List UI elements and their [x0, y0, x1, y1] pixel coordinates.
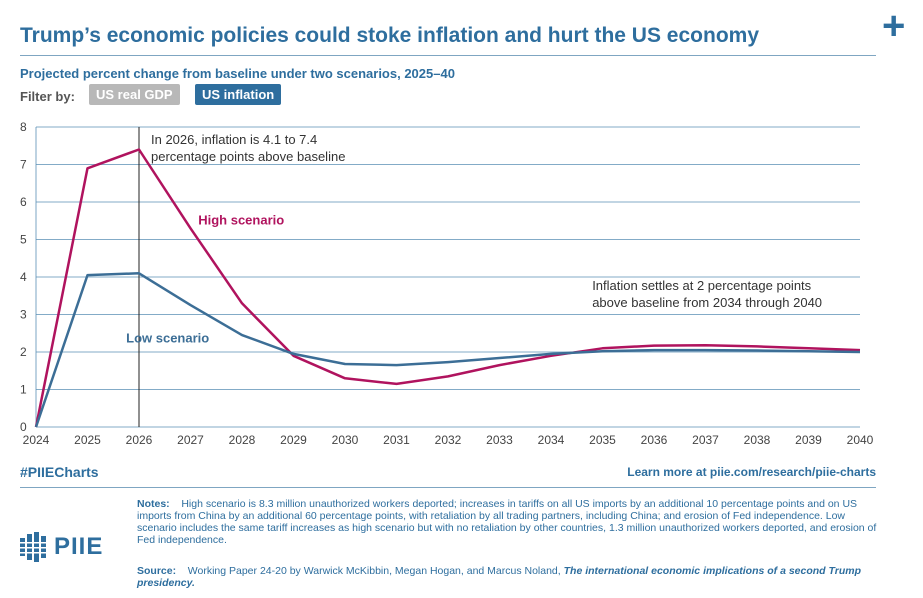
y-tick-label: 2	[20, 345, 27, 359]
x-tick-label: 2039	[795, 433, 822, 447]
y-tick-label: 0	[20, 420, 27, 434]
y-tick-label: 4	[20, 270, 27, 284]
x-tick-label: 2037	[692, 433, 719, 447]
footer-divider	[20, 487, 876, 488]
series-label-high: High scenario	[198, 213, 284, 228]
chart-notes: Notes: High scenario is 8.3 million unau…	[137, 498, 877, 546]
y-tick-label: 3	[20, 308, 27, 322]
x-tick-label: 2031	[383, 433, 410, 447]
piie-logo-icon	[20, 532, 46, 562]
x-tick-label: 2033	[486, 433, 513, 447]
series-label-low: Low scenario	[126, 331, 209, 346]
learn-more-link[interactable]: Learn more at piie.com/research/piie-cha…	[627, 465, 876, 479]
source-text: Working Paper 24-20 by Warwick McKibbin,…	[187, 565, 561, 577]
source-title: The international economic implications …	[137, 565, 861, 589]
x-tick-label: 2034	[538, 433, 565, 447]
chart-source: Source: Working Paper 24-20 by Warwick M…	[137, 565, 877, 589]
source-label: Source:	[137, 565, 177, 577]
piie-logo-text: PIIE	[54, 533, 104, 560]
x-tick-label: 2024	[23, 433, 50, 447]
notes-text: High scenario is 8.3 million unauthorize…	[137, 498, 877, 546]
x-tick-label: 2029	[280, 433, 307, 447]
x-tick-label: 2027	[177, 433, 204, 447]
annotation-settle-line1: Inflation settles at 2 percentage points	[592, 278, 811, 293]
x-tick-label: 2032	[435, 433, 462, 447]
series-line-low	[34, 272, 861, 428]
filter-button-gdp[interactable]: US real GDP	[89, 84, 180, 105]
x-tick-label: 2036	[641, 433, 668, 447]
filter-label: Filter by:	[20, 89, 75, 104]
y-tick-label: 1	[20, 383, 27, 397]
x-tick-label: 2038	[744, 433, 771, 447]
notes-label: Notes:	[137, 498, 170, 510]
plus-icon[interactable]: +	[882, 4, 906, 48]
annotation-peak-line1: In 2026, inflation is 4.1 to 7.4	[151, 132, 317, 147]
hashtag: #PIIECharts	[20, 464, 99, 480]
title-divider	[20, 55, 876, 56]
x-tick-label: 2040	[847, 433, 874, 447]
x-tick-label: 2035	[589, 433, 616, 447]
annotation-settle-line2: above baseline from 2034 through 2040	[592, 295, 822, 310]
y-tick-label: 7	[20, 158, 27, 172]
line-chart: 0 1 2 3 4 5 6 7 8 2024 2025 2026 2027 2028 2029 2030 203…	[20, 120, 874, 447]
series-line-high	[34, 148, 861, 428]
chart-title: Trump’s economic policies could stoke in…	[20, 24, 759, 47]
annotation-peak-line2: percentage points above baseline	[151, 149, 345, 164]
x-tick-label: 2026	[126, 433, 153, 447]
x-tick-label: 2025	[74, 433, 101, 447]
x-tick-label: 2028	[229, 433, 256, 447]
x-tick-label: 2030	[332, 433, 359, 447]
filter-button-inflation[interactable]: US inflation	[195, 84, 282, 105]
y-tick-label: 5	[20, 233, 27, 247]
chart-subtitle: Projected percent change from baseline u…	[20, 66, 455, 81]
y-tick-label: 6	[20, 195, 27, 209]
y-tick-label: 8	[20, 120, 27, 134]
